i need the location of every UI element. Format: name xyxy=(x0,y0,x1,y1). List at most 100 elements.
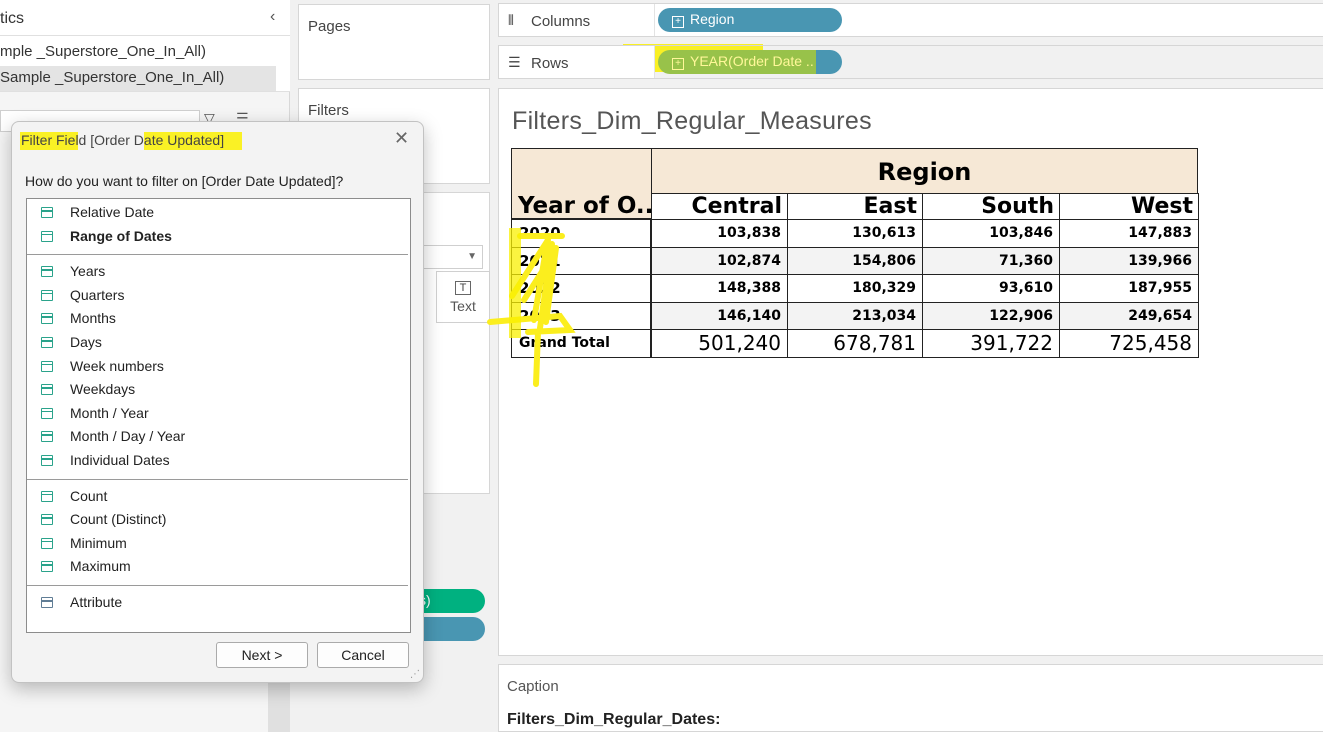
calendar-icon xyxy=(41,360,53,372)
columns-shelf-header: ⫴ Columns xyxy=(499,4,655,36)
rows-label: Rows xyxy=(531,55,569,72)
column-header-region: Region xyxy=(651,148,1198,194)
year-row-label: 2020 xyxy=(511,219,652,248)
data-pane-header: tics ‹ xyxy=(0,0,290,36)
grand-total-cell: 501,240 xyxy=(651,329,788,358)
datasource-item[interactable]: mple _Superstore_One_In_All) xyxy=(0,43,206,60)
year-order-date-pill[interactable]: + YEAR(Order Date .. xyxy=(658,50,842,74)
caption-text: Filters_Dim_Regular_Dates: xyxy=(507,711,721,728)
filter-option-label: Months xyxy=(70,310,116,327)
next-button[interactable]: Next > xyxy=(216,642,308,668)
calendar-icon xyxy=(41,230,53,242)
list-separator xyxy=(27,254,408,256)
sheet-title: Filters_Dim_Regular_Measures xyxy=(512,107,872,135)
data-pane-title: tics xyxy=(0,10,24,27)
close-icon[interactable]: ✕ xyxy=(394,128,410,148)
calendar-icon xyxy=(41,537,53,549)
filter-option-label: Week numbers xyxy=(70,357,164,374)
datasource-list: mple _Superstore_One_In_All) Sample _Sup… xyxy=(0,36,290,92)
column-header-east: East xyxy=(787,193,923,220)
calendar-icon xyxy=(41,266,53,278)
list-separator xyxy=(27,478,408,480)
caption-title: Caption xyxy=(507,678,559,695)
expand-icon: + xyxy=(672,16,684,28)
filter-option-label: Relative Date xyxy=(70,204,155,220)
text-mark-label: Text xyxy=(450,298,476,314)
column-header-west: West xyxy=(1059,193,1199,220)
filter-option-label: Weekdays xyxy=(70,381,136,398)
expand-icon: + xyxy=(672,58,684,70)
value-cell: 249,654 xyxy=(1059,302,1199,330)
year-pill-label: YEAR(Order Date .. xyxy=(690,53,814,69)
region-pill-label: Region xyxy=(690,11,735,27)
resize-grip-icon[interactable]: ⋰ xyxy=(410,669,420,680)
columns-icon: ⫴ xyxy=(508,12,514,28)
calendar-icon xyxy=(41,597,53,608)
pages-card[interactable]: Pages xyxy=(298,4,490,80)
calendar-icon xyxy=(41,455,53,466)
column-header-south: South xyxy=(922,193,1060,220)
filter-option-label: Attribute xyxy=(70,594,123,610)
value-cell: 148,388 xyxy=(651,274,788,303)
dialog-question: How do you want to filter on [Order Date… xyxy=(25,173,344,189)
text-mark-button[interactable]: T Text xyxy=(436,271,490,323)
grand-total-label: Grand Total xyxy=(511,329,652,358)
columns-label: Columns xyxy=(531,13,591,30)
calendar-icon xyxy=(41,490,53,502)
value-cell: 139,966 xyxy=(1059,247,1199,275)
dialog-title: Filter Field [Order Date Updated] xyxy=(21,132,225,148)
grand-total-cell: 725,458 xyxy=(1059,329,1199,358)
filters-card-title: Filters xyxy=(308,102,349,119)
datasource-item-selected[interactable]: Sample _Superstore_One_In_All) xyxy=(0,66,276,91)
filter-option-label: Minimum xyxy=(70,534,127,551)
cancel-button[interactable]: Cancel xyxy=(317,642,409,668)
value-cell: 154,806 xyxy=(787,247,923,275)
columns-shelf[interactable]: ⫴ Columns + Region xyxy=(498,3,1323,37)
value-cell: 130,613 xyxy=(787,219,923,248)
filter-option-label: Days xyxy=(70,334,102,350)
highlighter-mark xyxy=(20,132,78,150)
value-cell: 103,846 xyxy=(922,219,1060,248)
calendar-icon xyxy=(41,514,53,526)
chevron-down-icon: ▼ xyxy=(467,251,477,262)
filter-option-label: Month / Year xyxy=(70,404,149,421)
calendar-icon xyxy=(41,207,53,218)
rows-icon: ☰ xyxy=(508,54,521,70)
value-cell: 102,874 xyxy=(651,247,788,275)
value-cell: 71,360 xyxy=(922,247,1060,275)
calendar-icon xyxy=(41,561,53,573)
filter-field-dialog: Filter Field [Order Date Updated] ✕ How … xyxy=(11,121,424,683)
rows-shelf-header: ☰ Rows xyxy=(499,46,655,78)
filter-type-list: Relative Date Range of Dates Years Quarters… xyxy=(26,198,411,633)
filter-option-label: Individual Dates xyxy=(70,452,170,468)
column-header-central: Central xyxy=(651,193,788,220)
value-cell: 213,034 xyxy=(787,302,923,330)
value-cell: 93,610 xyxy=(922,274,1060,303)
list-separator xyxy=(27,585,408,586)
filter-option-label: Range of Dates xyxy=(70,227,172,244)
value-cell: 180,329 xyxy=(787,274,923,303)
worksheet-view: Filters_Dim_Regular_Measures Year of O..… xyxy=(498,88,1323,656)
grand-total-cell: 678,781 xyxy=(787,329,923,358)
calendar-icon xyxy=(41,384,53,396)
region-pill[interactable]: + Region xyxy=(658,8,842,32)
scrollbar[interactable] xyxy=(268,680,290,732)
pages-card-title: Pages xyxy=(308,18,351,35)
value-cell: 122,906 xyxy=(922,302,1060,330)
value-cell: 187,955 xyxy=(1059,274,1199,303)
filter-option-label: Count (Distinct) xyxy=(70,511,167,528)
row-header-cell: Year of O.. xyxy=(511,148,652,219)
chevron-left-icon[interactable]: ‹ xyxy=(270,8,276,25)
year-row-label: 2023 xyxy=(511,302,652,330)
rows-shelf[interactable]: ☰ Rows + YEAR(Order Date .. xyxy=(498,45,1323,79)
filter-option-label: Years xyxy=(70,263,106,280)
filter-option-label: Month / Day / Year xyxy=(70,428,186,445)
calendar-icon xyxy=(41,289,53,301)
row-header-label: Year of O.. xyxy=(518,193,652,219)
filter-icon[interactable]: ▽ xyxy=(204,110,215,126)
value-cell: 103,838 xyxy=(651,219,788,248)
filter-option-label: Maximum xyxy=(70,558,131,575)
calendar-icon xyxy=(41,313,53,325)
calendar-icon xyxy=(41,431,53,443)
year-row-label: 2021 xyxy=(511,247,652,275)
